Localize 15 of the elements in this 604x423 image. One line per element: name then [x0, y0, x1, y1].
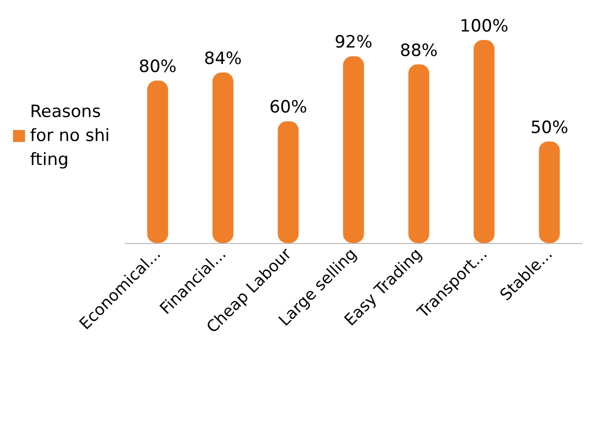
legend-label: Reasons for no shifting	[30, 102, 110, 170]
bar	[147, 80, 168, 243]
bar	[538, 142, 560, 243]
data-label: 84%	[204, 48, 242, 69]
data-label: 88%	[400, 40, 438, 61]
data-label: 60%	[269, 98, 308, 118]
bar	[408, 64, 430, 243]
bar	[343, 56, 364, 243]
bar	[212, 72, 234, 243]
bar	[474, 40, 495, 243]
bar	[278, 121, 299, 243]
data-label: 50%	[530, 118, 568, 138]
data-label: 92%	[334, 32, 372, 53]
data-label: 80%	[138, 57, 177, 78]
data-label: 100%	[460, 16, 508, 36]
